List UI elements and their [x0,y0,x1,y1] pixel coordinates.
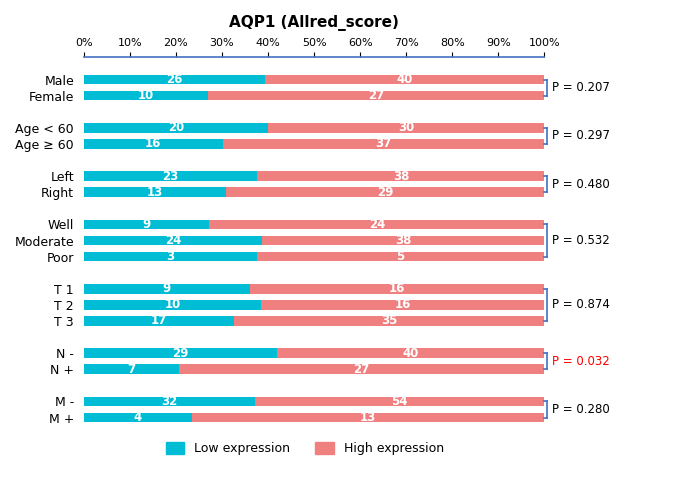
Bar [223,139,544,149]
Bar [84,413,192,423]
Text: P = 0.032: P = 0.032 [552,355,610,368]
Text: 3: 3 [166,250,174,263]
Bar [250,284,544,293]
Bar [261,300,544,310]
Text: 26: 26 [166,73,183,86]
Text: P = 0.280: P = 0.280 [552,403,610,416]
Text: P = 0.532: P = 0.532 [552,234,610,247]
Text: 13: 13 [147,186,163,199]
Text: 9: 9 [163,282,171,295]
Text: 13: 13 [360,411,376,424]
Text: 24: 24 [369,218,385,231]
Text: 16: 16 [394,298,411,311]
Title: AQP1 (Allred_score): AQP1 (Allred_score) [229,15,399,31]
Bar [179,364,544,374]
Text: 5: 5 [396,250,405,263]
Bar [208,91,544,100]
Bar [84,219,209,229]
Text: 16: 16 [389,282,406,295]
Bar [84,91,208,100]
Bar [258,171,544,181]
Text: 38: 38 [393,170,409,183]
Text: 29: 29 [377,186,394,199]
Text: 17: 17 [151,315,168,327]
Text: 4: 4 [134,411,142,424]
Bar [235,316,544,326]
Text: 27: 27 [369,89,385,102]
Text: 29: 29 [172,347,188,359]
Text: P = 0.207: P = 0.207 [552,81,610,94]
Bar [84,300,261,310]
Text: 24: 24 [165,234,181,247]
Text: 20: 20 [168,121,184,134]
Text: 40: 40 [403,347,419,359]
Bar [209,219,544,229]
Text: 37: 37 [376,138,392,151]
Bar [84,187,226,197]
Legend: Low expression, High expression: Low expression, High expression [161,437,450,460]
Bar [84,284,250,293]
Text: 54: 54 [392,395,408,408]
Text: 10: 10 [138,89,154,102]
Bar [268,123,544,133]
Bar [84,252,257,261]
Bar [277,348,544,358]
Text: P = 0.480: P = 0.480 [552,178,610,191]
Bar [84,171,258,181]
Bar [84,123,268,133]
Bar [84,397,255,406]
Bar [262,236,544,245]
Bar [192,413,544,423]
Text: 32: 32 [161,395,177,408]
Bar [84,316,235,326]
Text: P = 0.874: P = 0.874 [552,298,610,311]
Bar [84,348,277,358]
Text: 7: 7 [127,363,135,376]
Bar [257,252,544,261]
Bar [265,75,544,85]
Text: 27: 27 [353,363,370,376]
Text: 38: 38 [395,234,411,247]
Bar [84,139,223,149]
Text: 10: 10 [164,298,181,311]
Text: 23: 23 [163,170,179,183]
Text: 9: 9 [142,218,151,231]
Bar [84,364,179,374]
Text: P = 0.297: P = 0.297 [552,130,610,142]
Bar [226,187,544,197]
Text: 40: 40 [396,73,413,86]
Text: 30: 30 [398,121,415,134]
Text: 35: 35 [381,315,398,327]
Bar [84,236,262,245]
Bar [255,397,544,406]
Bar [84,75,265,85]
Text: 16: 16 [145,138,161,151]
